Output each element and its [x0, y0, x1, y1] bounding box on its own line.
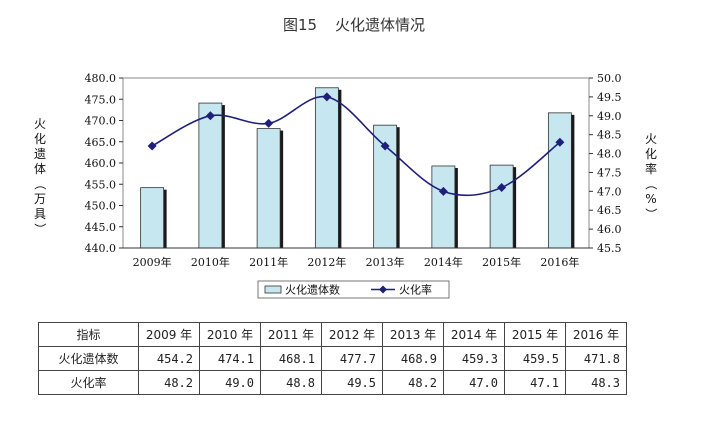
table-row: 火化率 48.2 49.0 48.8 49.5 48.2 47.0 47.1 4…	[38, 370, 627, 395]
right-axis-title: 火	[645, 132, 657, 146]
legend-line-label: 火化率	[399, 283, 432, 297]
bar	[431, 165, 456, 249]
plot-area-frame	[122, 77, 590, 249]
x-axis-tick-label: 2016年	[540, 255, 579, 269]
line-point-marker	[438, 186, 448, 196]
x-axis-tick-label: 2011年	[249, 255, 288, 269]
line-point-marker	[322, 92, 332, 102]
left-axis-title: 体	[34, 162, 46, 176]
legend-box	[257, 280, 450, 299]
line-point-marker	[205, 111, 215, 121]
x-axis-tick-label: 2010年	[191, 255, 230, 269]
right-axis-tick-label: 45.5	[597, 242, 622, 255]
right-axis-tick-label: 47.0	[597, 185, 622, 198]
table-row-label: 火化率	[38, 370, 139, 395]
right-axis-title: ）	[644, 208, 658, 220]
table-cell: 468.9	[382, 346, 444, 371]
x-axis-tick-label: 2009年	[133, 255, 172, 269]
table-cell: 471.8	[565, 346, 627, 371]
left-axis-title: （	[33, 178, 47, 190]
left-axis-title: 具	[34, 207, 46, 221]
table-header-year: 2014 年	[443, 322, 505, 347]
table-cell: 48.3	[565, 370, 627, 395]
x-axis-tick-label: 2013年	[366, 255, 405, 269]
right-axis-tick-label: 49.0	[597, 110, 622, 123]
combo-chart: 440.0 445.0 450.0 455.0 460.0 465.0 470.0 475.0…	[33, 72, 658, 299]
left-axis-tick-label: 440.0	[85, 242, 117, 255]
line-point-marker	[264, 118, 274, 128]
bar	[314, 87, 339, 249]
table-cell: 47.0	[443, 370, 505, 395]
legend-line-marker	[379, 285, 387, 294]
table-cell: 47.1	[504, 370, 566, 395]
table-header-year: 2012 年	[321, 322, 383, 347]
left-axis-tick-label: 480.0	[85, 72, 117, 85]
legend-bar-swatch	[264, 285, 282, 294]
right-axis-tick-label: 47.5	[597, 166, 622, 179]
left-axis-tick-label: 455.0	[85, 178, 117, 191]
right-axis-tick-label: 46.0	[597, 223, 622, 236]
table-cell: 454.2	[138, 346, 200, 371]
table-cell: 459.5	[504, 346, 566, 371]
bar	[198, 102, 223, 249]
x-axis-tick-label: 2015年	[482, 255, 521, 269]
table-header-year: 2009 年	[138, 322, 200, 347]
left-axis-tick-label: 465.0	[85, 136, 117, 149]
table-cell: 48.8	[260, 370, 322, 395]
right-axis-title: %	[645, 192, 656, 206]
table-cell: 477.7	[321, 346, 383, 371]
right-axis-tick-label: 49.5	[597, 91, 622, 104]
table-cell: 48.2	[138, 370, 200, 395]
right-axis-tick-label: 48.5	[597, 129, 622, 142]
left-axis-title: 万	[34, 192, 46, 206]
table-header-year: 2016 年	[565, 322, 627, 347]
table-header-year: 2015 年	[504, 322, 566, 347]
right-axis-title: 化	[645, 147, 657, 161]
table-header-year: 2010 年	[199, 322, 261, 347]
table-row: 火化遗体数 454.2 474.1 468.1 477.7 468.9 459.…	[38, 346, 627, 371]
table-cell: 459.3	[443, 346, 505, 371]
right-axis-title: 率	[645, 161, 657, 176]
table-cell: 468.1	[260, 346, 322, 371]
left-axis-tick-label: 460.0	[85, 157, 117, 170]
table-header-label: 指标	[38, 322, 139, 347]
right-axis-title: （	[644, 178, 658, 190]
table-header-year: 2011 年	[260, 322, 322, 347]
bar	[547, 112, 572, 249]
right-axis-tick-label: 50.0	[597, 72, 622, 85]
line-point-marker	[555, 137, 565, 147]
line-point-marker	[380, 141, 390, 151]
table-header-row: 指标 2009 年 2010 年 2011 年 2012 年 2013 年 20…	[38, 322, 627, 347]
bar	[140, 187, 165, 249]
bar	[489, 164, 514, 249]
line-point-marker	[147, 141, 157, 151]
table-cell: 49.0	[199, 370, 261, 395]
x-axis-tick-label: 2012年	[307, 255, 346, 269]
x-axis-tick-label: 2014年	[424, 255, 463, 269]
left-axis-title: 火	[34, 117, 46, 131]
left-axis-tick-label: 475.0	[85, 93, 117, 106]
bar	[256, 128, 281, 249]
right-axis-tick-label: 48.0	[597, 148, 622, 161]
left-axis-tick-label: 450.0	[85, 200, 117, 213]
line-point-marker	[497, 183, 507, 193]
figure-title: 图15 火化遗体情况	[0, 14, 708, 35]
table-row-label: 火化遗体数	[38, 346, 139, 371]
table-cell: 48.2	[382, 370, 444, 395]
left-axis-tick-label: 470.0	[85, 115, 117, 128]
left-axis-title: 遗	[34, 147, 46, 161]
data-table: 指标 2009 年 2010 年 2011 年 2012 年 2013 年 20…	[38, 322, 627, 395]
legend-bar-label: 火化遗体数	[285, 283, 340, 297]
figure-number: 图15	[282, 16, 318, 34]
table-cell: 49.5	[321, 370, 383, 395]
table-cell: 474.1	[199, 346, 261, 371]
right-axis-tick-label: 46.5	[597, 204, 622, 217]
figure-title-text: 火化遗体情况	[335, 16, 426, 34]
left-axis-title: 化	[34, 132, 46, 146]
table-header-year: 2013 年	[382, 322, 444, 347]
left-axis-title: ）	[33, 223, 47, 235]
left-axis-tick-label: 445.0	[85, 221, 117, 234]
